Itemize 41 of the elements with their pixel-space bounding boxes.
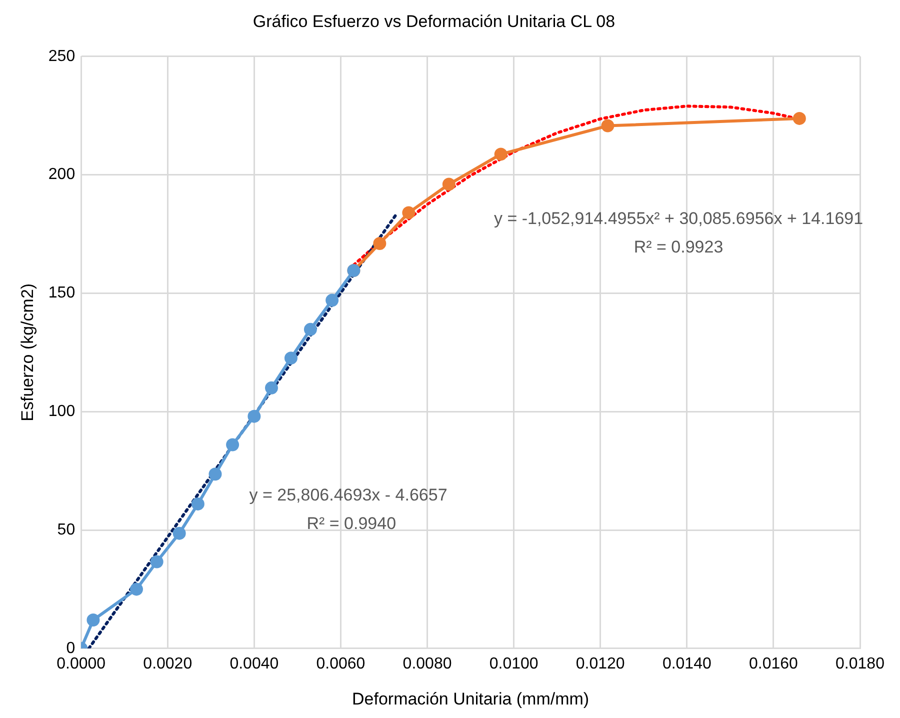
- x-tick-label: 0.0140: [662, 655, 712, 672]
- point: [86, 613, 100, 626]
- point: [130, 582, 143, 596]
- x-tick-label: 0.0080: [402, 655, 452, 672]
- point: [402, 206, 416, 220]
- point: [208, 468, 222, 481]
- annotation: y = 25,806.4693x - 4.6657: [249, 485, 448, 504]
- annotation: R² = 0.9940: [306, 514, 396, 533]
- x-tick-label: 0.0040: [230, 655, 279, 672]
- y-tick-label: 250: [48, 48, 76, 65]
- point: [326, 294, 339, 307]
- x-tick-label: 0.0020: [143, 655, 192, 672]
- point: [284, 352, 298, 365]
- y-tick-label: 0: [66, 640, 76, 657]
- point: [601, 119, 614, 132]
- point: [226, 438, 240, 452]
- point: [304, 322, 317, 336]
- y-tick-label: 200: [48, 166, 76, 184]
- y-tick-label: 100: [48, 403, 76, 420]
- x-axis-title: Deformación Unitaria (mm/mm): [352, 689, 590, 708]
- point: [442, 178, 456, 191]
- x-tick-label: 0.0100: [489, 655, 538, 672]
- x-tick-label: 0.0180: [836, 655, 885, 672]
- y-tick-label: 50: [57, 521, 76, 538]
- x-tick-label: 0.0060: [316, 655, 366, 672]
- point: [248, 410, 261, 423]
- annotation: y = -1,052,914.4955x² + 30,085.6956x + 14.1691: [494, 208, 864, 228]
- point: [792, 112, 806, 125]
- chart-title: Gráfico Esfuerzo vs Deformación Unitaria CL 08: [252, 12, 616, 31]
- x-tick-label: 0.0120: [576, 655, 625, 672]
- point: [494, 148, 508, 161]
- point: [172, 526, 186, 540]
- x-tick-label: 0.0160: [748, 655, 798, 672]
- point: [373, 236, 386, 250]
- y-tick-label: 150: [48, 284, 76, 302]
- point: [264, 381, 278, 394]
- y-axis-title: Esfuerzo (kg/cm2): [18, 283, 37, 422]
- point: [191, 497, 204, 510]
- point: [150, 555, 164, 568]
- annotation: R² = 0.9923: [634, 237, 724, 256]
- x-tick-label: 0.0000: [56, 655, 106, 672]
